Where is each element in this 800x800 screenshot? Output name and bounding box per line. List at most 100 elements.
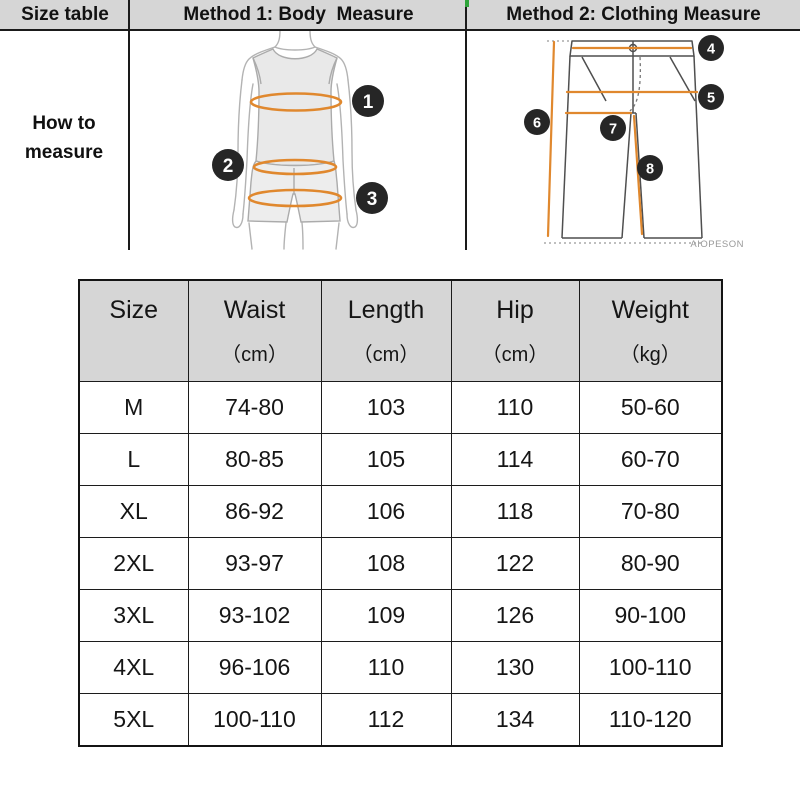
green-artifact-mark xyxy=(465,0,469,7)
brand-label: AIOPESON xyxy=(690,239,744,250)
col-unit: （cm） xyxy=(352,343,420,366)
hip-cell: 126 xyxy=(450,589,580,642)
waist-cell: 100-110 xyxy=(187,693,322,747)
length-cell: 109 xyxy=(320,589,452,642)
chest-measure-ellipse xyxy=(249,92,343,112)
weight-cell: 110-120 xyxy=(578,693,723,747)
measure-badge-8: 8 xyxy=(637,155,663,181)
hip-cell: 118 xyxy=(450,485,580,538)
badge-circle-icon xyxy=(356,182,388,214)
badge-circle-icon xyxy=(524,109,550,135)
waist-cell: 86-92 xyxy=(187,485,322,538)
clothing-measure-illustration: 4 5 6 7 8 AIOPESON xyxy=(524,35,744,250)
waist-cell: 74-80 xyxy=(187,381,322,434)
weight-cell: 50-60 xyxy=(578,381,723,434)
badge-circle-icon xyxy=(637,155,663,181)
how-to-measure-label: How to measure xyxy=(0,31,128,246)
measure-badge-7: 7 xyxy=(600,115,626,141)
badge-number: 5 xyxy=(707,91,715,107)
badge-circle-icon xyxy=(352,85,384,117)
length-cell: 105 xyxy=(320,433,452,486)
header-cell-method2: Method 2: Clothing Measure xyxy=(506,3,761,25)
badge-number: 8 xyxy=(646,162,654,178)
hip-cell: 130 xyxy=(450,641,580,694)
body-measure-illustration: 1 2 3 xyxy=(212,30,388,250)
table-row-3xl: 3XL 93-102 109 126 90-100 xyxy=(78,589,723,642)
badge-number: 7 xyxy=(609,122,617,138)
col-unit: （kg） xyxy=(619,343,681,366)
header-cell-size-table: Size table xyxy=(21,3,109,25)
measure-lines xyxy=(546,40,699,238)
table-row-m: M 74-80 103 110 50-60 xyxy=(78,381,723,434)
table-row-2xl: 2XL 93-97 108 122 80-90 xyxy=(78,537,723,590)
measure-badge-2: 2 xyxy=(212,149,244,181)
col-name: Waist xyxy=(223,295,286,324)
top-header-strip: Size table Method 1: Body Measure Method… xyxy=(0,0,800,31)
table-row-xl: XL 86-92 106 118 70-80 xyxy=(78,485,723,538)
table-row-l: L 80-85 105 114 60-70 xyxy=(78,433,723,486)
badge-circle-icon xyxy=(698,84,724,110)
measure-badge-5: 5 xyxy=(698,84,724,110)
col-header-length: Length （cm） xyxy=(320,279,452,382)
size-cell: XL xyxy=(78,485,189,538)
shorts-outline xyxy=(561,40,703,239)
how-to-line2: measure xyxy=(24,141,104,163)
weight-cell: 100-110 xyxy=(578,641,723,694)
waist-cell: 93-97 xyxy=(187,537,322,590)
measure-badge-6: 6 xyxy=(524,109,550,135)
size-cell: 2XL xyxy=(78,537,189,590)
hip-measure-ellipse xyxy=(247,188,343,208)
pocket-line-right xyxy=(669,56,696,102)
hip-cell: 122 xyxy=(450,537,580,590)
length-cell: 110 xyxy=(320,641,452,694)
size-cell: 3XL xyxy=(78,589,189,642)
size-cell: 5XL xyxy=(78,693,189,747)
weight-cell: 70-80 xyxy=(578,485,723,538)
waist-cell: 80-85 xyxy=(187,433,322,486)
badge-number: 3 xyxy=(367,189,378,210)
col-unit: （cm） xyxy=(481,343,549,366)
header-cell-method1: Method 1: Body Measure xyxy=(183,3,414,25)
col-name: Size xyxy=(109,295,159,324)
panel-divider-left xyxy=(128,0,130,250)
col-unit: （cm） xyxy=(221,343,288,366)
measure-line-inseam xyxy=(632,114,644,236)
col-name: Hip xyxy=(496,295,534,324)
waist-measure-ellipse xyxy=(252,158,338,176)
table-row-4xl: 4XL 96-106 110 130 100-110 xyxy=(78,641,723,694)
col-header-weight: Weight （kg） xyxy=(578,279,723,382)
badge-number: 6 xyxy=(533,116,541,132)
col-header-waist: Waist （cm） xyxy=(187,279,322,382)
weight-cell: 80-90 xyxy=(578,537,723,590)
waist-cell: 96-106 xyxy=(187,641,322,694)
length-cell: 108 xyxy=(320,537,452,590)
badge-number: 2 xyxy=(223,156,234,177)
waist-cell: 93-102 xyxy=(187,589,322,642)
measure-ellipses xyxy=(247,92,343,208)
badge-number: 1 xyxy=(363,92,374,113)
hip-cell: 134 xyxy=(450,693,580,747)
measure-badge-4: 4 xyxy=(698,35,724,61)
pocket-line-left xyxy=(581,56,607,102)
length-cell: 112 xyxy=(320,693,452,747)
size-table: Size Waist （cm） Length （cm） Hip （cm） Wei… xyxy=(78,279,723,747)
col-header-size: Size xyxy=(78,279,189,382)
measure-badge-3: 3 xyxy=(356,182,388,214)
size-cell: 4XL xyxy=(78,641,189,694)
length-cell: 106 xyxy=(320,485,452,538)
measure-badge-1: 1 xyxy=(352,85,384,117)
table-header-row: Size Waist （cm） Length （cm） Hip （cm） Wei… xyxy=(78,279,723,382)
measure-line-outseam xyxy=(546,40,556,238)
badge-number: 4 xyxy=(707,42,715,58)
hip-cell: 114 xyxy=(450,433,580,486)
dotted-guides xyxy=(544,40,702,244)
weight-cell: 90-100 xyxy=(578,589,723,642)
col-name: Length xyxy=(347,295,425,324)
col-header-hip: Hip （cm） xyxy=(450,279,580,382)
size-cell: M xyxy=(78,381,189,434)
length-cell: 103 xyxy=(320,381,452,434)
how-to-line1: How to xyxy=(32,113,96,134)
size-cell: L xyxy=(78,433,189,486)
hip-cell: 110 xyxy=(450,381,580,434)
